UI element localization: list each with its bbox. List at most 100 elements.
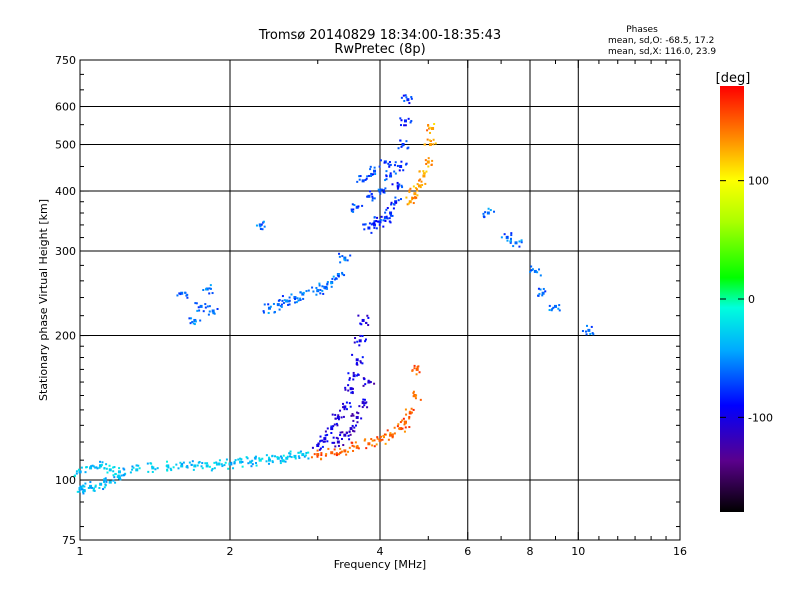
data-point xyxy=(169,467,172,470)
data-point xyxy=(330,431,333,434)
data-point xyxy=(339,451,342,454)
data-point xyxy=(200,465,203,468)
data-point xyxy=(285,456,289,460)
data-point xyxy=(114,472,117,475)
data-point xyxy=(357,447,360,450)
data-point xyxy=(287,303,290,306)
data-point xyxy=(403,423,406,426)
data-point xyxy=(324,434,327,437)
data-point xyxy=(365,401,368,404)
data-point xyxy=(218,459,221,462)
data-point xyxy=(326,440,329,443)
data-point xyxy=(91,486,94,489)
data-point xyxy=(289,452,292,455)
data-point xyxy=(202,289,205,292)
plot-area: 1 2 4 6 8 10 16 75 100 200 300 400 500 600 750 xyxy=(55,54,687,558)
data-point xyxy=(108,468,112,472)
data-point xyxy=(424,159,427,162)
data-point xyxy=(213,461,216,464)
data-point xyxy=(302,291,305,294)
data-point xyxy=(320,457,323,460)
data-point xyxy=(409,187,412,190)
data-point xyxy=(131,468,134,471)
data-point xyxy=(403,124,406,127)
data-point xyxy=(399,421,402,424)
data-point xyxy=(551,308,554,311)
data-point xyxy=(323,285,327,289)
data-point xyxy=(354,441,357,444)
data-point xyxy=(320,452,323,455)
data-point xyxy=(405,196,408,199)
data-point xyxy=(434,142,437,145)
data-point xyxy=(221,465,224,468)
data-point xyxy=(365,177,368,180)
data-point xyxy=(538,268,541,271)
data-point xyxy=(391,214,394,217)
data-point xyxy=(326,287,329,290)
data-point xyxy=(355,415,359,419)
data-point xyxy=(385,178,388,181)
data-point xyxy=(326,427,329,430)
data-point xyxy=(330,285,333,288)
data-point xyxy=(268,456,271,459)
data-point xyxy=(341,273,344,276)
data-point xyxy=(185,465,188,468)
data-point xyxy=(371,199,374,202)
data-point xyxy=(209,284,212,287)
data-point xyxy=(396,187,399,190)
data-point xyxy=(135,464,138,467)
data-point xyxy=(165,464,168,467)
data-point xyxy=(272,302,275,305)
data-point xyxy=(362,398,365,401)
data-point xyxy=(348,446,351,449)
data-point xyxy=(299,297,302,300)
data-point xyxy=(211,467,214,470)
data-point xyxy=(418,179,421,182)
data-point xyxy=(341,271,344,274)
data-point xyxy=(193,318,197,322)
data-point xyxy=(311,446,314,449)
data-point xyxy=(341,431,344,434)
data-point xyxy=(410,411,413,414)
data-point xyxy=(417,184,421,188)
data-point xyxy=(330,427,334,431)
data-point xyxy=(361,335,364,338)
data-point xyxy=(312,290,315,293)
data-point xyxy=(239,457,242,460)
data-point xyxy=(294,457,297,460)
data-point xyxy=(112,470,115,473)
data-point xyxy=(179,293,182,296)
data-point xyxy=(345,408,348,411)
data-point xyxy=(373,220,376,223)
data-point xyxy=(363,377,366,380)
data-point xyxy=(340,450,343,453)
y-tick-label: 100 xyxy=(55,474,76,487)
data-point xyxy=(251,459,254,462)
data-point xyxy=(361,179,365,183)
data-point xyxy=(393,426,396,429)
data-point xyxy=(408,189,411,192)
data-point xyxy=(307,451,310,454)
data-point xyxy=(345,431,348,434)
data-point xyxy=(327,447,330,450)
data-point xyxy=(423,143,426,146)
data-point xyxy=(249,460,253,464)
data-point xyxy=(584,330,587,333)
data-point xyxy=(363,228,366,231)
data-point xyxy=(409,410,412,413)
data-point xyxy=(395,201,398,204)
data-point xyxy=(416,194,419,197)
data-point xyxy=(358,339,362,343)
data-point xyxy=(92,489,95,492)
data-point xyxy=(361,318,365,322)
data-point xyxy=(316,449,319,452)
data-point xyxy=(347,450,350,453)
data-point xyxy=(321,445,324,448)
data-point xyxy=(194,302,197,305)
data-point xyxy=(191,320,194,323)
data-point xyxy=(293,296,297,300)
data-point xyxy=(75,472,78,475)
data-point xyxy=(201,462,204,465)
data-point xyxy=(98,486,101,489)
data-point xyxy=(493,210,496,213)
